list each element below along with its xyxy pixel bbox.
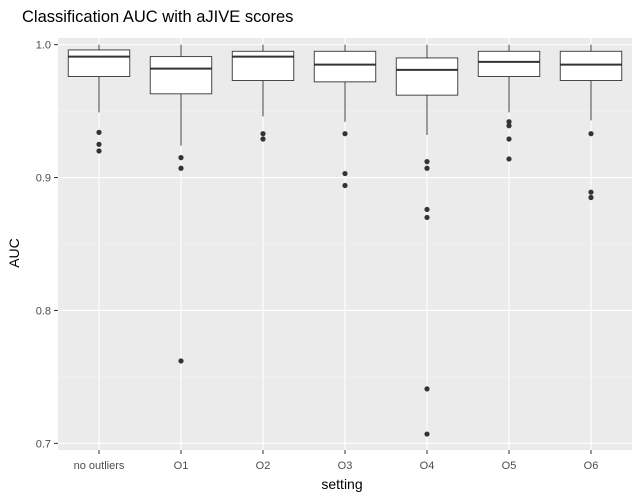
outlier-point (424, 206, 430, 213)
iqr-box (313, 50, 377, 83)
y-axis-title: AUC (6, 238, 22, 268)
outlier-point (506, 156, 512, 162)
outlier-point (178, 165, 184, 171)
outlier-point (506, 119, 512, 125)
outlier-point (424, 386, 430, 392)
box-group (67, 44, 131, 154)
x-tick-label: O1 (174, 460, 189, 472)
iqr-box (559, 50, 623, 81)
outlier-point (342, 131, 348, 137)
outlier-point (96, 148, 102, 154)
x-axis-title: setting (321, 476, 362, 492)
outlier-point (424, 165, 430, 171)
outlier-point (506, 136, 512, 142)
x-tick-label: O4 (420, 460, 435, 472)
x-tick-label: O3 (338, 460, 353, 472)
box-group (559, 44, 623, 201)
y-tick-label: 0.8 (36, 305, 51, 317)
chart-title: Classification AUC with aJIVE scores (22, 8, 293, 26)
x-axis-ticks: no outliers O1 O2 O3 O4 O5 O6 (74, 450, 599, 472)
y-tick-label: 1.0 (36, 40, 51, 52)
x-tick-label: O5 (502, 460, 517, 472)
outlier-point (96, 141, 102, 147)
outlier-point (424, 159, 430, 165)
outlier-point (588, 194, 594, 201)
iqr-box (395, 57, 459, 96)
outlier-point (506, 123, 512, 129)
box-group (231, 44, 295, 142)
iqr-box (149, 56, 213, 95)
iqr-box (67, 49, 131, 77)
outlier-point (178, 155, 184, 161)
outlier-point (260, 136, 266, 142)
box-group (313, 44, 377, 189)
y-axis-ticks: 0.7 0.8 0.9 1.0 (36, 40, 58, 450)
box-group (149, 44, 213, 364)
x-tick-label: O6 (584, 460, 599, 472)
iqr-box (477, 50, 541, 77)
outlier-point (588, 131, 594, 137)
outlier-point (342, 170, 348, 177)
outlier-point (96, 129, 102, 135)
outlier-point (178, 358, 184, 364)
y-tick-label: 0.9 (36, 173, 51, 185)
box-group (477, 44, 541, 162)
box-series (67, 44, 623, 437)
outlier-point (424, 214, 430, 221)
x-tick-label: O2 (256, 460, 271, 472)
x-tick-label: no outliers (74, 460, 125, 472)
outlier-point (424, 431, 430, 437)
y-tick-label: 0.7 (36, 438, 51, 450)
outlier-point (588, 189, 594, 195)
outlier-point (342, 182, 348, 189)
box-group (395, 44, 459, 437)
outlier-point (260, 131, 266, 137)
